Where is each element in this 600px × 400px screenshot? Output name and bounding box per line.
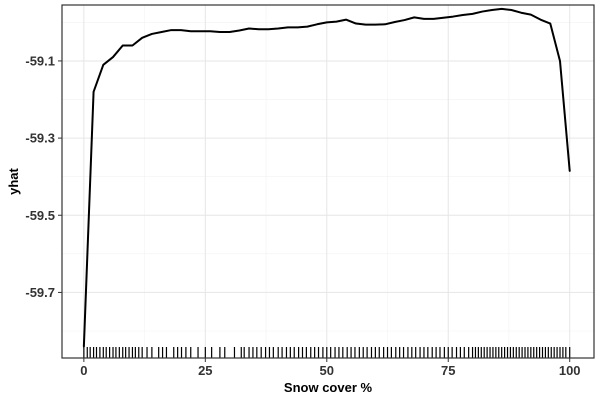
axis-ticks: 0 25 50 75 100 -59.1 -59.3 -59.5 -59.7 — [25, 53, 580, 378]
grid — [62, 5, 594, 358]
x-tick-label: 25 — [198, 363, 212, 378]
panel-border — [61, 4, 595, 359]
rug-marks — [83, 347, 571, 358]
series-line — [82, 7, 571, 348]
y-tick-label: -59.3 — [25, 131, 55, 146]
y-tick-label: -59.5 — [25, 208, 55, 223]
y-tick-label: -59.7 — [25, 285, 55, 300]
y-tick-label: -59.1 — [25, 53, 55, 68]
series-line-group — [82, 7, 571, 348]
x-tick-label: 0 — [80, 363, 87, 378]
x-axis-title: Snow cover % — [284, 380, 373, 395]
x-tick-label: 75 — [441, 363, 455, 378]
x-tick-label: 50 — [320, 363, 334, 378]
x-tick-label: 100 — [559, 363, 581, 378]
y-axis-title: yhat — [6, 167, 21, 194]
